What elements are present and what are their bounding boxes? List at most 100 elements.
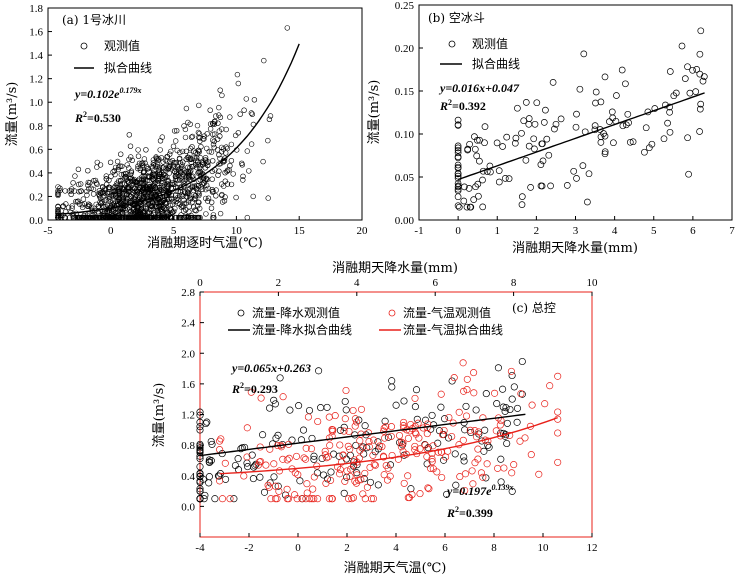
data-point xyxy=(686,89,694,97)
precip-point xyxy=(342,406,350,414)
temp-point xyxy=(404,434,412,442)
data-point xyxy=(592,99,599,107)
data-point xyxy=(666,128,674,136)
temp-point xyxy=(381,434,389,442)
temp-point xyxy=(468,467,476,475)
data-point xyxy=(265,195,271,201)
data-point xyxy=(174,128,180,134)
data-point xyxy=(110,189,116,195)
data-point xyxy=(470,196,478,203)
data-point xyxy=(520,117,528,125)
precip-point xyxy=(270,473,278,481)
precip-point xyxy=(196,426,204,434)
data-point xyxy=(149,173,155,180)
data-point xyxy=(170,143,177,150)
data-point xyxy=(222,194,228,200)
data-point xyxy=(697,27,705,35)
x2-tick-label: 2 xyxy=(276,277,282,289)
data-point xyxy=(116,195,123,201)
temp-point xyxy=(240,472,248,480)
data-point xyxy=(211,144,217,151)
data-point xyxy=(190,187,197,194)
temp-point xyxy=(456,473,464,481)
temp-point xyxy=(326,441,334,449)
y-tick-label: 1.2 xyxy=(181,410,195,422)
y-tick-label: 2.0 xyxy=(181,348,195,360)
precip-point xyxy=(493,400,501,408)
temp-point xyxy=(382,461,390,470)
data-point xyxy=(180,193,186,199)
data-point xyxy=(178,164,185,170)
data-point xyxy=(164,174,170,180)
temp-point xyxy=(340,427,348,435)
x-tick-label: 0 xyxy=(455,225,461,237)
precip-point xyxy=(508,487,516,495)
data-point xyxy=(641,148,648,156)
data-point xyxy=(454,142,462,150)
precip-point xyxy=(472,406,480,414)
x-tick-label: 15 xyxy=(294,225,306,237)
data-point xyxy=(154,156,160,162)
temp-point xyxy=(270,460,278,468)
precip-point xyxy=(499,385,507,393)
data-point xyxy=(213,193,219,199)
temp-point xyxy=(399,439,407,447)
data-point xyxy=(126,185,132,191)
temp-point xyxy=(395,431,404,440)
precip-point xyxy=(305,406,314,415)
data-point xyxy=(68,188,75,194)
data-point xyxy=(234,71,241,78)
data-point xyxy=(201,133,208,139)
data-point xyxy=(203,211,209,217)
data-point xyxy=(162,214,168,221)
data-point xyxy=(525,142,533,150)
data-point xyxy=(145,173,151,179)
data-point xyxy=(111,200,117,207)
precip-point xyxy=(205,458,213,466)
data-point xyxy=(141,176,147,183)
data-point xyxy=(205,159,211,165)
precip-point xyxy=(352,441,360,449)
data-point xyxy=(210,141,217,148)
data-point xyxy=(240,177,246,183)
data-point xyxy=(547,182,554,190)
data-point xyxy=(216,128,223,134)
temp-point xyxy=(479,473,487,481)
data-point xyxy=(195,129,202,136)
data-point xyxy=(167,159,173,165)
temp-point xyxy=(448,432,456,441)
data-point xyxy=(696,50,704,58)
temp-point xyxy=(434,448,442,456)
temp-point xyxy=(450,374,458,382)
data-point xyxy=(518,193,526,200)
data-point xyxy=(55,214,61,221)
precip-point xyxy=(230,495,238,503)
data-point xyxy=(210,214,216,221)
temp-point xyxy=(361,469,369,477)
data-point xyxy=(648,140,656,148)
temp-point xyxy=(357,476,365,484)
temp-point xyxy=(226,495,234,503)
temp-point xyxy=(554,372,562,380)
precip-point xyxy=(481,426,489,434)
data-point xyxy=(114,182,120,188)
data-point xyxy=(552,120,560,128)
data-point xyxy=(112,191,118,198)
precip-point xyxy=(313,469,321,477)
data-point xyxy=(237,111,243,117)
temp-point xyxy=(425,485,433,493)
data-point xyxy=(471,133,478,140)
temp-point xyxy=(528,401,536,409)
data-point xyxy=(157,138,164,144)
data-point xyxy=(152,184,159,191)
panel-b-fit-line xyxy=(457,92,705,181)
data-point xyxy=(202,155,209,161)
temp-point xyxy=(494,464,502,472)
temp-point xyxy=(463,375,471,383)
data-point xyxy=(119,186,126,192)
data-point xyxy=(208,205,215,211)
precip-point xyxy=(480,447,488,455)
data-point xyxy=(135,163,141,169)
temp-point xyxy=(328,425,336,434)
temp-point xyxy=(300,454,308,462)
